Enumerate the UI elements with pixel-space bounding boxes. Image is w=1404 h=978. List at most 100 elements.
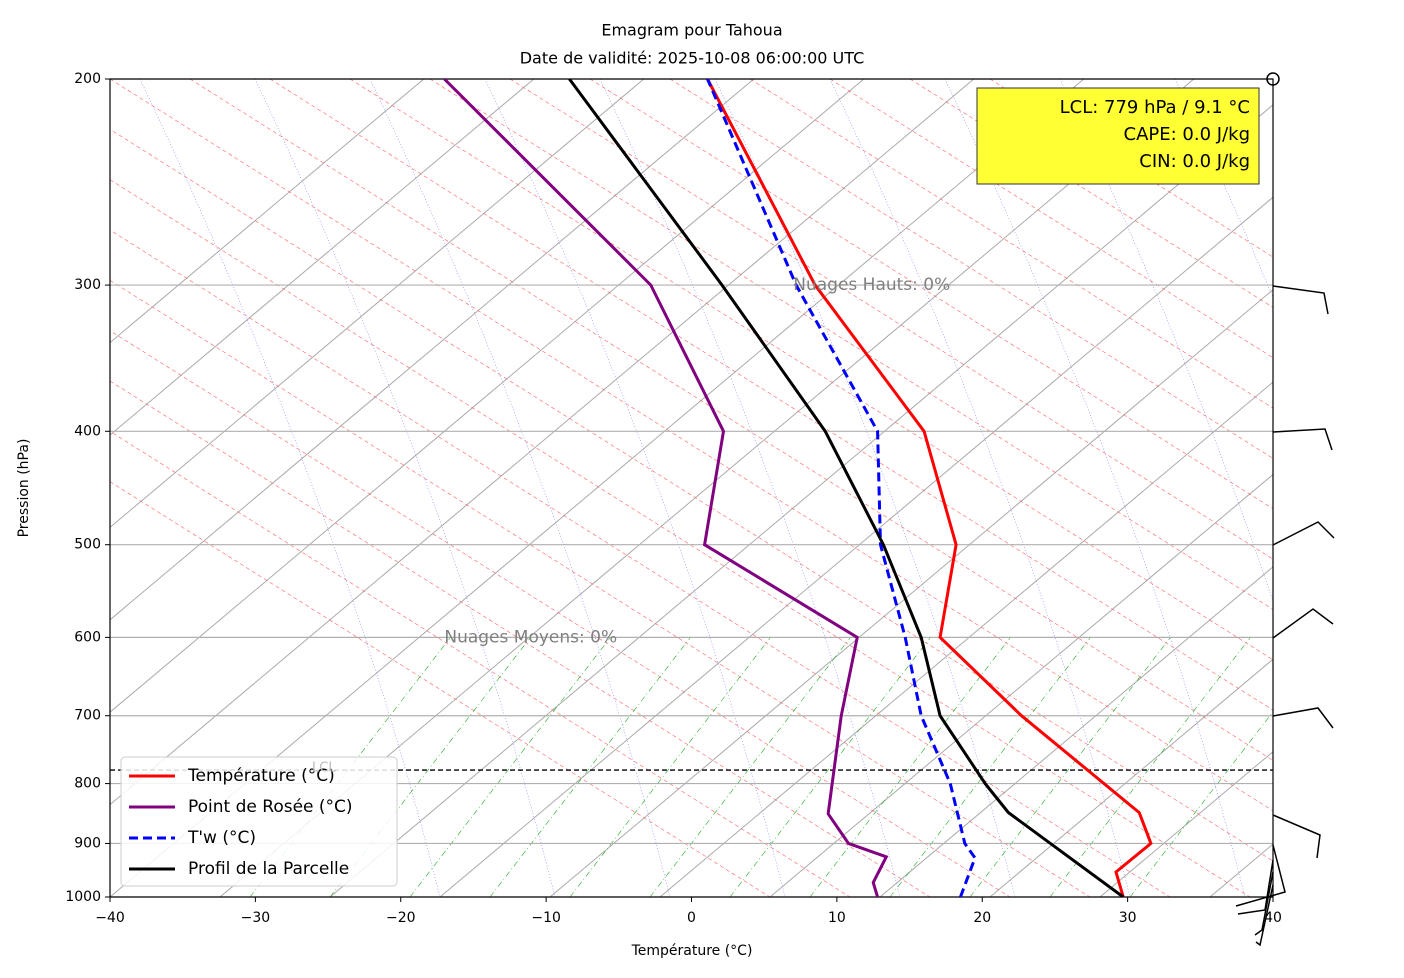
info-text: CAPE: 0.0 J/kg [1124, 124, 1250, 145]
isotherm-line [110, 128, 1273, 862]
x-tick-label: 0 [687, 910, 696, 926]
wind-barbs [1235, 72, 1335, 947]
cloud-annotation: Nuages Hauts: 0% [793, 275, 950, 295]
info-box-frame [976, 87, 1260, 185]
wind-barb [1272, 285, 1329, 315]
isotherm-line [110, 179, 1251, 897]
y-tick-label: 1000 [65, 889, 101, 905]
legend: Température (°C) Point de Rosée (°C) T'w (… [120, 756, 398, 887]
profile-line [706, 79, 1153, 897]
calm-barb [1266, 72, 1280, 86]
wind-barb [1237, 859, 1274, 915]
mixing-ratio [969, 637, 1171, 897]
info-text: CIN: 0.0 J/kg [1139, 151, 1250, 172]
moist-adiabat [599, 79, 901, 897]
isotherm-line [429, 79, 1273, 610]
dry-adiabat [769, 473, 1273, 897]
isotherm-line [989, 79, 1273, 258]
dry-adiabat [329, 104, 1273, 897]
wind-barb [1254, 871, 1274, 936]
y-tick-label: 700 [74, 708, 101, 724]
dry-adiabat [549, 289, 1273, 897]
wind-barb [1272, 707, 1334, 729]
profile-line [443, 79, 889, 897]
x-tick-label: 10 [828, 910, 846, 926]
isotherm-line [349, 79, 1273, 661]
y-tick-label: 200 [74, 71, 101, 87]
legend-label: Température (°C) [187, 766, 335, 786]
profile-line [706, 79, 977, 897]
y-tick-label: 400 [74, 423, 101, 439]
x-tick-label: −30 [241, 910, 271, 926]
legend-frame [120, 756, 398, 887]
moist-adiabat [1174, 79, 1273, 299]
isotherm-line [829, 79, 1273, 359]
dry-adiabat [110, 79, 865, 713]
dry-adiabat [110, 79, 425, 344]
y-tick-label: 600 [74, 629, 101, 645]
mixing-ratio [569, 637, 771, 897]
y-axis-label: Pression (hPa) [16, 439, 32, 538]
mixing-ratio [809, 637, 1011, 897]
x-tick-label: −20 [386, 910, 416, 926]
legend-label: Point de Rosée (°C) [188, 797, 353, 817]
profile-line [568, 79, 1125, 897]
y-tick-label: 300 [74, 277, 101, 293]
moist-adiabat [1059, 79, 1273, 603]
mixing-ratio [1129, 711, 1273, 897]
isotherm-line [749, 79, 1273, 409]
dry-adiabat [439, 196, 1273, 897]
mixing-ratio [489, 637, 691, 897]
dry-adiabat [110, 79, 535, 436]
moist-adiabat [369, 79, 671, 897]
x-tick-label: −10 [531, 910, 561, 926]
wind-barb [1272, 814, 1321, 859]
x-tick-label: 30 [1119, 910, 1137, 926]
mixing-ratio [1049, 637, 1251, 897]
cloud-annotation: Nuages Moyens: 0% [444, 627, 617, 647]
plot-frame [109, 78, 1274, 898]
dry-adiabat [659, 381, 1273, 897]
background-lines [110, 79, 1273, 897]
moist-adiabat [944, 79, 1246, 897]
moist-adiabat [254, 79, 556, 897]
wind-barb [1272, 428, 1333, 451]
mixing-ratio [729, 637, 931, 897]
wind-barb [1272, 521, 1335, 546]
dry-adiabat [1099, 751, 1273, 897]
dry-adiabat [110, 79, 755, 621]
x-tick-label: −40 [95, 910, 125, 926]
isotherm-line [509, 79, 1273, 560]
lcl-label: LCL [312, 761, 336, 776]
isotherm-line [669, 79, 1273, 459]
y-tick-label: 900 [74, 835, 101, 851]
mixing-ratio [409, 637, 611, 897]
info-box: LCL: 779 hPa / 9.1 °C CAPE: 0.0 J/kg CIN… [976, 87, 1260, 185]
y-tick-label: 500 [74, 537, 101, 553]
info-text: LCL: 779 hPa / 9.1 °C [1060, 97, 1250, 118]
dry-adiabat [879, 566, 1273, 897]
dry-adiabat [989, 658, 1273, 897]
wind-barb [1255, 884, 1274, 947]
isotherm-line [589, 79, 1273, 510]
wind-barb [1235, 844, 1286, 907]
mixing-ratio [889, 637, 1091, 897]
moist-adiabat [484, 79, 786, 897]
x-tick-label: 20 [973, 910, 991, 926]
chart-subtitle: Date de validité: 2025-10-08 06:00:00 UT… [520, 49, 865, 68]
isotherm-line [909, 79, 1273, 308]
chart-title: Emagram pour Tahoua [601, 21, 782, 40]
x-axis-label: Température (°C) [631, 943, 753, 959]
isotherm-line [189, 79, 1273, 761]
legend-label: T'w (°C) [187, 828, 256, 848]
moist-adiabat [139, 79, 441, 897]
legend-label: Profil de la Parcelle [188, 859, 349, 879]
y-tick-label: 800 [74, 776, 101, 792]
isotherm-line [110, 79, 1273, 812]
isotherm-line [269, 79, 1273, 711]
wind-barb [1272, 608, 1334, 639]
mixing-ratio [649, 637, 851, 897]
x-tick-label: 40 [1264, 910, 1282, 926]
